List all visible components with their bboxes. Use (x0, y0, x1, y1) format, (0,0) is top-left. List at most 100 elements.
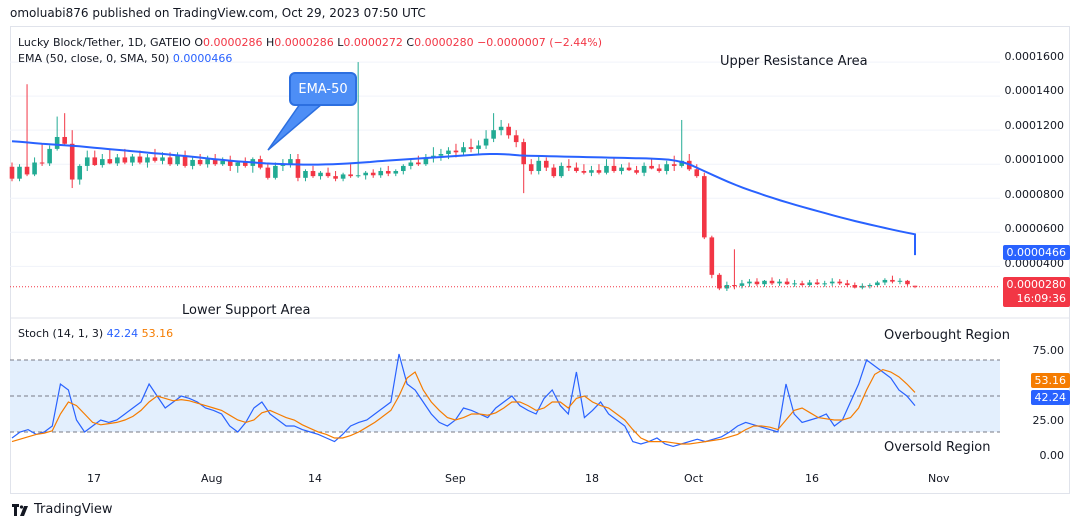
time-tick: Nov (928, 472, 950, 485)
stoch-tick: 0.00 (1039, 449, 1065, 462)
close-label: C (406, 36, 415, 49)
low-label: L (337, 36, 344, 49)
candle-body (709, 237, 715, 275)
ema-50-line (11, 140, 916, 256)
candle-body (9, 166, 15, 179)
open-value: 0.0000286 (202, 36, 263, 49)
candle-body (393, 171, 399, 174)
candle-body (182, 155, 188, 166)
stoch-tick: 75.00 (1032, 344, 1065, 357)
price-tick: 0.0000600 (1004, 222, 1065, 235)
candle-body (453, 150, 459, 153)
candle-body (378, 171, 384, 176)
candle-body (242, 162, 248, 166)
candle-body (310, 171, 316, 177)
footer-brand[interactable]: TradingView (12, 502, 113, 517)
time-tick: 17 (87, 472, 101, 485)
candle-body (641, 165, 647, 173)
time-tick: Aug (201, 472, 223, 485)
candle-body (581, 171, 587, 173)
candle-body (92, 157, 98, 166)
stoch-d-tag: 53.16 (1030, 373, 1070, 388)
candle-body (355, 175, 361, 177)
candle-body (160, 157, 165, 161)
candle-body (596, 170, 602, 173)
ema-callout: EMA-50 (289, 72, 357, 106)
candle-body (84, 157, 90, 166)
high-value: 0.0000286 (274, 36, 334, 49)
callout-pointer (267, 103, 325, 151)
candle-body (401, 165, 406, 172)
stoch-label[interactable]: Stoch (14, 1, 3) (18, 327, 104, 340)
symbol-label[interactable]: Lucky Block/Tether, 1D, GATEIO (18, 36, 191, 49)
candle-body (265, 167, 271, 178)
price-tick: 0.0000400 (1004, 257, 1065, 270)
candle-body (717, 274, 722, 289)
candle-body (47, 148, 52, 164)
candle-body (574, 167, 579, 172)
candle-body (295, 159, 301, 178)
candle-body (506, 126, 511, 136)
stoch-k-tag: 42.24 (1030, 390, 1070, 405)
candle-body (694, 169, 700, 177)
candle-body (363, 172, 368, 176)
ema-value: 0.0000466 (172, 52, 233, 65)
time-tick: 16 (805, 472, 819, 485)
candle-body (912, 285, 918, 287)
candle-body (333, 176, 338, 179)
low-value: 0.0000272 (343, 36, 403, 49)
candle-body (235, 162, 241, 166)
price-tick: 0.0001200 (1004, 119, 1065, 132)
candle-body (732, 285, 737, 287)
time-tick: 14 (308, 472, 322, 485)
candle-body (792, 283, 797, 285)
high-label: H (265, 36, 275, 49)
candle-body (152, 157, 158, 161)
candle-body (39, 162, 45, 164)
candle-body (844, 283, 850, 286)
candle-body (634, 170, 639, 173)
price-tick: 0.0001600 (1004, 50, 1065, 63)
candle-body (385, 171, 391, 174)
candle-body (724, 285, 730, 289)
candle-body (325, 172, 331, 177)
stoch-tick: 25.00 (1032, 414, 1065, 427)
candle-body (348, 174, 353, 177)
time-tick: Sep (445, 472, 466, 485)
candle-body (24, 166, 30, 175)
candle-body (656, 168, 662, 172)
candle-body (175, 155, 180, 165)
candle-body (589, 170, 594, 173)
candle-body (679, 160, 685, 166)
candle-body (671, 164, 677, 166)
candle-body (115, 157, 120, 164)
stoch-legend: Stoch (14, 1, 3) 42.24 53.16 (18, 327, 173, 340)
candle-body (370, 172, 376, 176)
candle-body (197, 159, 203, 165)
candle-body (626, 167, 632, 171)
tradingview-logo-icon (12, 503, 28, 516)
price-tick: 0.0001400 (1004, 84, 1065, 97)
candle-body (769, 280, 775, 284)
overbought-label: Overbought Region (884, 328, 1010, 343)
candle-body (890, 279, 895, 282)
candle-body (468, 147, 474, 149)
candle-body (747, 281, 752, 284)
candle-body (280, 164, 286, 166)
candle-body (446, 150, 451, 155)
last-price: 0.0000280 (1006, 278, 1067, 291)
candle-body (122, 157, 128, 163)
candle-body (822, 283, 827, 285)
candle-body (288, 159, 293, 165)
candle-body (423, 157, 429, 165)
stoch-d-value: 53.16 (141, 327, 174, 340)
candle-body (17, 166, 22, 179)
candle-body (543, 160, 549, 168)
candle-body (867, 285, 873, 287)
candle-body (619, 167, 624, 172)
candle-body (551, 167, 557, 177)
candle-body (303, 171, 308, 178)
ema-label[interactable]: EMA (50, close, 0, SMA, 50) (18, 52, 170, 65)
candle-body (77, 165, 83, 180)
